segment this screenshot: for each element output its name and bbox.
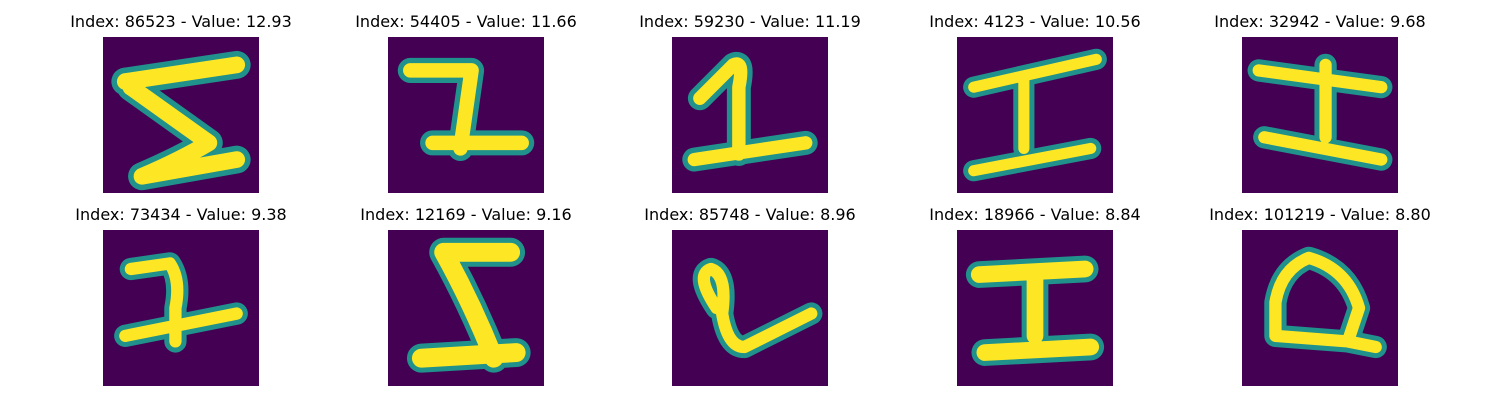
panel-title: Index: 101219 - Value: 8.80 [1209,205,1431,224]
panel-title: Index: 4123 - Value: 10.56 [929,12,1141,31]
digit-image [103,230,259,386]
panel-title: Index: 85748 - Value: 8.96 [644,205,856,224]
panel-title: Index: 86523 - Value: 12.93 [70,12,292,31]
digit-glyph [406,237,531,373]
panel-title: Index: 32942 - Value: 9.68 [1214,12,1426,31]
digit-glyph [114,252,248,353]
digit-glyph [963,48,1107,182]
panel-title: Index: 12169 - Value: 9.16 [360,205,572,224]
digit-glyph [692,257,823,359]
digit-glyph [682,52,818,172]
digit-image [672,230,828,386]
digit-glyph [111,50,251,191]
digit-image [103,37,259,193]
digit-image [672,37,828,193]
digit-image [388,230,544,386]
digit-image [1242,37,1398,193]
panel-title: Index: 54405 - Value: 11.66 [355,12,577,31]
digit-image [1242,230,1398,386]
digit-image [957,230,1113,386]
digit-glyph [1247,53,1393,171]
digit-image [388,37,544,193]
digit-glyph [1264,246,1387,359]
digit-glyph [397,57,535,161]
digit-glyph [965,255,1105,366]
panel-title: Index: 59230 - Value: 11.19 [639,12,861,31]
panel-title: Index: 73434 - Value: 9.38 [75,205,287,224]
digit-image [957,37,1113,193]
panel-title: Index: 18966 - Value: 8.84 [929,205,1141,224]
